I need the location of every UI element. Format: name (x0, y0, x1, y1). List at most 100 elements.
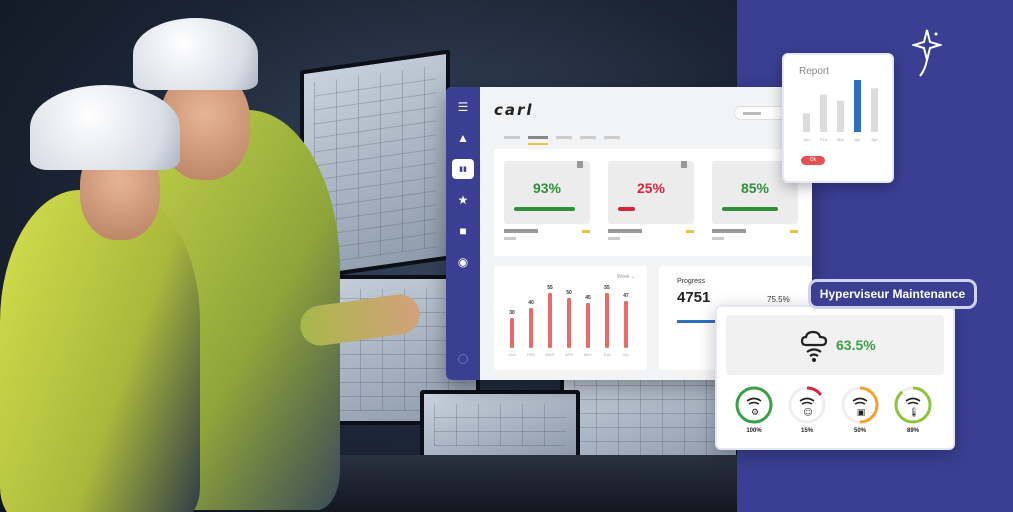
tab-5[interactable] (604, 136, 620, 139)
gauge-ring: 🌡 (894, 386, 932, 424)
progress-value: 4751 (677, 289, 711, 306)
report-bar[interactable] (803, 113, 810, 132)
kpi-caption (608, 229, 642, 233)
bar-may[interactable] (586, 303, 590, 348)
progress-percent: 75.5% (767, 295, 790, 304)
worker-woman (0, 190, 200, 512)
x-tick-label: JUL (622, 352, 630, 357)
bar-mar[interactable] (548, 293, 552, 348)
report-ok-button[interactable]: Ok (801, 156, 825, 165)
x-tick-label: MAY (584, 352, 593, 357)
report-x-tick: Jan (803, 137, 809, 142)
status-gauge[interactable]: ☺ 15% (787, 385, 827, 434)
worker-woman-helmet (30, 85, 180, 170)
worker-man-helmet (133, 18, 258, 90)
x-tick-label: MAR (546, 352, 555, 357)
kpi-status-indicator (582, 230, 590, 233)
report-x-tick: Mar (837, 137, 845, 142)
bar-chart-card: Week ⌄ 30 JAN 40 FEB 55 MAR 50 APR 45 MAY 55 JUN 47 J… (494, 266, 647, 370)
robot-arm-icon: ⚙ (751, 408, 759, 418)
monthly-bar-chart: 30 JAN 40 FEB 55 MAR 50 APR 45 MAY 55 JUN 47 JUL (508, 285, 630, 357)
period-select[interactable]: Week ⌄ (616, 274, 635, 280)
report-bar[interactable] (854, 80, 861, 132)
kpi-value: 93% (532, 180, 562, 196)
report-x-tick: Apr (871, 137, 878, 142)
kpi-value: 85% (740, 180, 770, 196)
x-tick-label: JAN (508, 352, 516, 357)
bookmark-icon[interactable] (577, 161, 583, 168)
bar-feb[interactable] (529, 308, 533, 348)
report-bar-chart: Jan Feb Mar Apr Apr (803, 80, 878, 142)
bar-value-label: 50 (566, 290, 572, 296)
x-tick-label: APR (565, 352, 573, 357)
bar-jun[interactable] (605, 293, 609, 348)
hyperviseur-summary: 63.5% (726, 315, 944, 375)
settings-icon[interactable] (458, 354, 468, 364)
app-logo: carl (494, 101, 534, 119)
report-x-tick: Apr (854, 137, 861, 142)
report-card: Report Jan Feb Mar Apr Apr Ok (782, 53, 894, 183)
kpi-caption (712, 229, 746, 233)
report-bar[interactable] (837, 100, 844, 132)
kpi-caption (504, 229, 538, 233)
kpi-subcaption (608, 237, 620, 240)
tab-4[interactable] (580, 136, 596, 139)
kpi-subcaption (504, 237, 516, 240)
package-icon: ▣ (857, 408, 866, 418)
report-bar[interactable] (820, 94, 827, 132)
x-tick-label: FEB (527, 352, 535, 357)
bar-jul[interactable] (624, 301, 628, 348)
bar-value-label: 55 (547, 285, 553, 291)
bar-apr[interactable] (567, 298, 571, 348)
kpi-card[interactable]: 93% (504, 161, 590, 224)
square-icon[interactable]: ■ (459, 224, 467, 238)
progress-title: Progress (677, 278, 706, 285)
bar-value-label: 47 (623, 293, 629, 299)
kpi-bar (722, 207, 778, 211)
gauge-ring: ☺ (788, 386, 826, 424)
active-tab-indicator (528, 143, 548, 145)
status-gauge[interactable]: ⚙ 100% (734, 385, 774, 434)
gauge-ring: ⚙ (735, 386, 773, 424)
hyperviseur-value: 63.5% (836, 337, 876, 353)
gauge-percent: 100% (746, 428, 762, 434)
bar-value-label: 45 (585, 295, 591, 301)
kpi-subcaption (712, 237, 724, 240)
sparkle-icon (912, 29, 942, 77)
tab-2[interactable] (528, 136, 548, 139)
star-icon[interactable]: ★ (457, 193, 469, 207)
progress-bar (677, 320, 719, 323)
kpi-bar (618, 207, 635, 211)
menu-icon[interactable]: ☰ (457, 100, 469, 114)
bar-chart-icon[interactable]: ▮▮ (452, 159, 474, 179)
bookmark-icon[interactable] (681, 161, 687, 168)
circle-icon[interactable]: ◉ (457, 255, 469, 269)
kpi-status-indicator (790, 230, 798, 233)
bar-value-label: 55 (604, 285, 610, 291)
kpi-section: 93% 25% 85% (494, 149, 812, 256)
status-gauge[interactable]: ▣ 50% (840, 385, 880, 434)
bar-jan[interactable] (510, 318, 514, 348)
report-bar[interactable] (871, 88, 878, 132)
hyperviseur-panel: 63.5% ⚙ 100% ☺ 15% ▣ 50% 🌡 89% (715, 305, 955, 450)
tab-bar (504, 136, 620, 139)
tab-1[interactable] (504, 136, 520, 139)
hyperviseur-label[interactable]: Hyperviseur Maintenance (808, 279, 977, 309)
gauge-percent: 15% (800, 428, 813, 434)
report-title: Report (799, 66, 830, 77)
kpi-value: 25% (636, 180, 666, 196)
sidebar: ☰ ▲ ▮▮ ★ ■ ◉ (446, 87, 480, 380)
kpi-status-indicator (686, 230, 694, 233)
kpi-card[interactable]: 25% (608, 161, 694, 224)
x-tick-label: JUN (603, 352, 611, 357)
status-gauge[interactable]: 🌡 89% (893, 385, 933, 434)
gauge-ring: ▣ (841, 386, 879, 424)
robot-icon: ☺ (803, 407, 812, 418)
cloud-signal-icon (800, 330, 828, 362)
triangle-icon[interactable]: ▲ (457, 131, 469, 145)
tab-3[interactable] (556, 136, 572, 139)
thermometer-icon: 🌡 (908, 407, 919, 418)
kpi-bar (514, 207, 575, 211)
bar-value-label: 30 (509, 310, 515, 316)
report-x-tick: Feb (820, 137, 828, 142)
